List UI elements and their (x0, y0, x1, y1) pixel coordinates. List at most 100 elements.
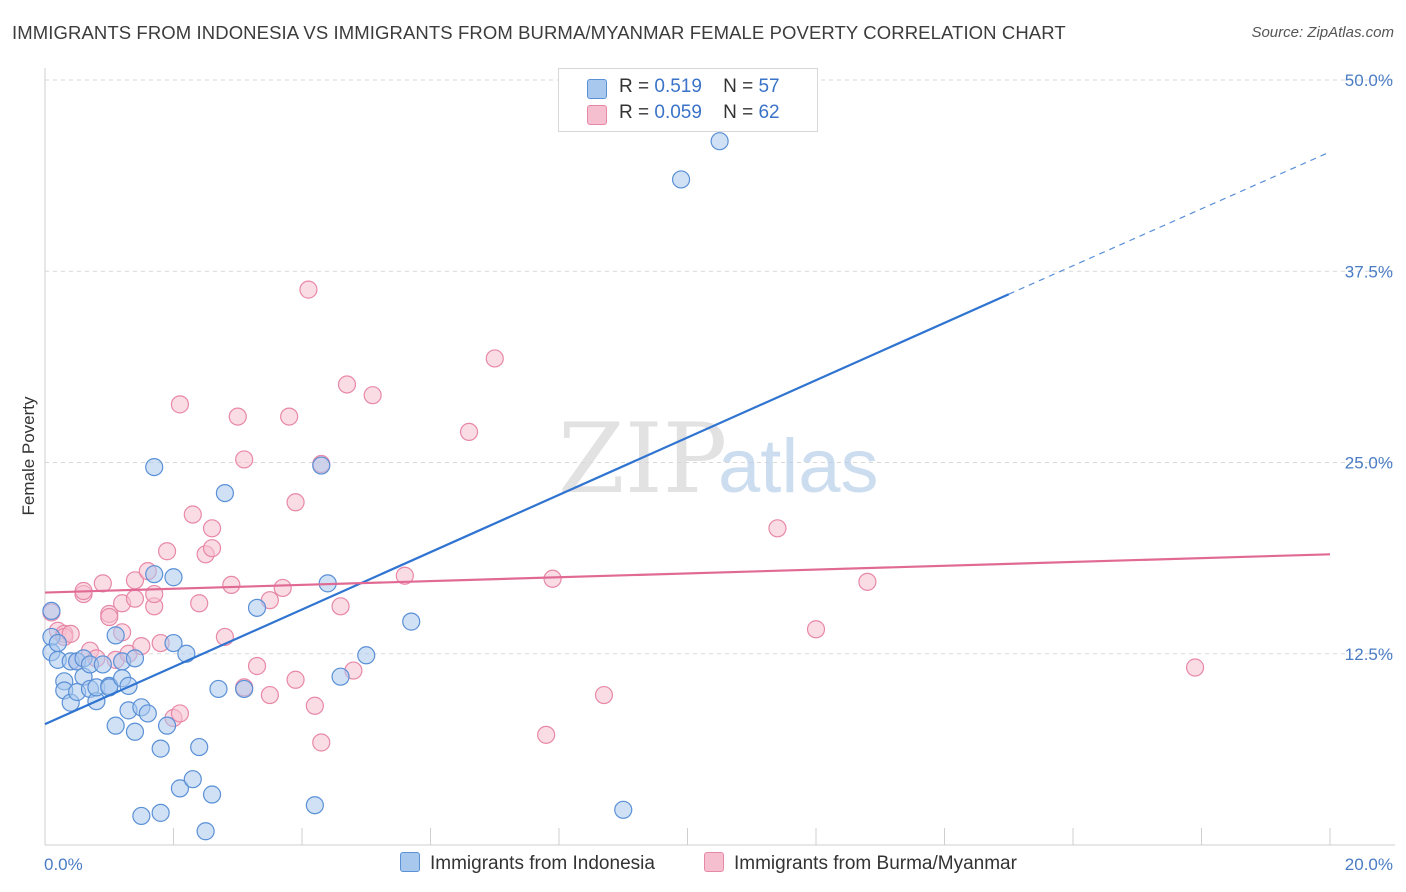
point-burma (537, 725, 556, 744)
point-indonesia (164, 568, 183, 587)
point-burma (202, 539, 222, 558)
point-indonesia (190, 737, 209, 757)
point-indonesia (125, 722, 145, 741)
watermark-atlas: atlas (718, 424, 879, 509)
point-burma (235, 450, 254, 469)
point-indonesia (614, 800, 633, 819)
point-burma (858, 572, 877, 591)
watermark-zip: ZIP (558, 403, 727, 515)
point-burma (183, 505, 202, 524)
y-tick-label: 50.0% (1345, 71, 1393, 90)
x-tick-label: 0.0% (44, 855, 83, 874)
point-indonesia (402, 612, 421, 631)
points-layer (42, 132, 1205, 841)
point-burma (125, 589, 145, 608)
y-tick-label: 37.5% (1345, 262, 1393, 281)
point-burma (806, 620, 826, 639)
bottom-legend-swatch-indonesia (400, 852, 420, 872)
point-indonesia (183, 770, 202, 789)
point-indonesia (151, 803, 170, 822)
point-burma (395, 566, 414, 585)
point-burma (260, 685, 279, 705)
legend-n-label: N = (723, 76, 754, 97)
point-burma (100, 607, 119, 627)
point-indonesia (145, 457, 164, 477)
point-burma (305, 696, 324, 715)
trend-line-burma (44, 553, 1331, 594)
legend-swatch-indonesia (587, 79, 607, 99)
legend-n-label: N = (723, 102, 754, 123)
y-tick-label: 25.0% (1345, 454, 1393, 473)
point-indonesia (106, 716, 125, 735)
point-burma (170, 704, 190, 723)
legend-n-value: 62 (758, 102, 780, 123)
point-indonesia (151, 739, 170, 758)
trend-line-indonesia (44, 293, 1010, 726)
legend-n-value: 57 (758, 76, 780, 97)
point-burma (273, 578, 292, 598)
point-indonesia (42, 601, 61, 621)
point-burma (222, 575, 241, 595)
point-indonesia (145, 565, 164, 584)
point-indonesia (170, 779, 190, 798)
bottom-legend-swatch-burma (704, 852, 724, 872)
source-label: Source: ZipAtlas.com (1251, 24, 1394, 41)
point-burma (485, 349, 504, 368)
legend-r-value: 0.519 (654, 76, 702, 97)
point-indonesia (138, 704, 157, 723)
trend-layer (44, 151, 1331, 726)
watermark: ZIP atlas (558, 403, 879, 515)
bottom-legend-label-indonesia: Immigrants from Indonesia (430, 853, 655, 874)
legend-r-label: R = (619, 76, 650, 97)
axis-layer: 12.5% 25.0% 37.5% 50.0% 0.0% 20.0% (44, 68, 1395, 874)
point-burma (768, 519, 787, 538)
point-burma (170, 395, 190, 414)
point-burma (93, 574, 112, 593)
point-indonesia (177, 644, 196, 663)
point-burma (280, 407, 299, 426)
point-burma (337, 375, 357, 394)
point-burma (61, 624, 80, 643)
point-indonesia (357, 646, 376, 665)
legend: R = 0.519 N = 57 R = 0.059 N = 62 (558, 68, 818, 132)
point-indonesia (312, 456, 331, 475)
legend-swatch-burma (587, 105, 607, 125)
point-indonesia (196, 822, 215, 841)
point-burma (594, 685, 614, 705)
bottom-legend-label-burma: Immigrants from Burma/Myanmar (734, 853, 1017, 874)
grid-layer (45, 79, 1395, 655)
point-burma (543, 569, 562, 588)
point-indonesia (164, 633, 183, 653)
point-burma (331, 597, 350, 616)
legend-r-value: 0.059 (654, 102, 702, 123)
point-burma (299, 280, 318, 299)
point-indonesia (125, 649, 145, 668)
point-indonesia (93, 655, 112, 674)
point-indonesia (331, 667, 350, 686)
point-indonesia (247, 598, 267, 617)
point-burma (363, 386, 382, 405)
point-indonesia (202, 785, 222, 804)
point-burma (190, 594, 209, 613)
point-indonesia (106, 626, 125, 645)
trend-line-indonesia-extension (1008, 151, 1331, 295)
y-axis-label: Female Poverty (19, 396, 38, 516)
y-tick-label: 12.5% (1345, 645, 1393, 664)
point-indonesia (710, 132, 729, 151)
point-burma (459, 422, 479, 441)
point-burma (312, 733, 331, 752)
point-indonesia (157, 716, 177, 735)
legend-r-label: R = (619, 102, 650, 123)
point-indonesia (305, 796, 324, 815)
point-indonesia (132, 806, 151, 826)
point-burma (157, 542, 177, 561)
x-tick-label: 20.0% (1345, 855, 1393, 874)
bottom-legend-indonesia: Immigrants from Indonesia (400, 852, 655, 875)
point-indonesia (48, 633, 67, 653)
point-indonesia (671, 170, 691, 189)
point-burma (286, 670, 305, 689)
point-indonesia (209, 679, 228, 699)
point-burma (1185, 658, 1205, 677)
point-indonesia (235, 679, 254, 699)
